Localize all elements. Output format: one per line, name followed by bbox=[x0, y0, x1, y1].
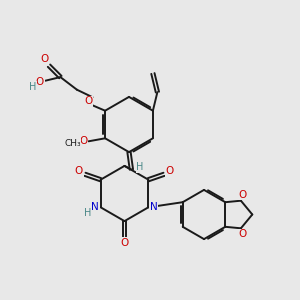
Text: O: O bbox=[41, 54, 49, 64]
Text: O: O bbox=[36, 76, 44, 87]
Text: O: O bbox=[85, 96, 93, 106]
Text: O: O bbox=[80, 136, 88, 146]
Text: O: O bbox=[75, 166, 83, 176]
Text: O: O bbox=[165, 166, 173, 176]
Text: O: O bbox=[120, 238, 129, 248]
Text: CH₃: CH₃ bbox=[64, 139, 81, 148]
Text: N: N bbox=[91, 202, 99, 212]
Text: H: H bbox=[136, 162, 143, 172]
Text: N: N bbox=[150, 202, 158, 212]
Text: H: H bbox=[29, 82, 37, 92]
Text: O: O bbox=[238, 190, 247, 200]
Text: O: O bbox=[238, 229, 247, 239]
Text: H: H bbox=[84, 208, 92, 218]
